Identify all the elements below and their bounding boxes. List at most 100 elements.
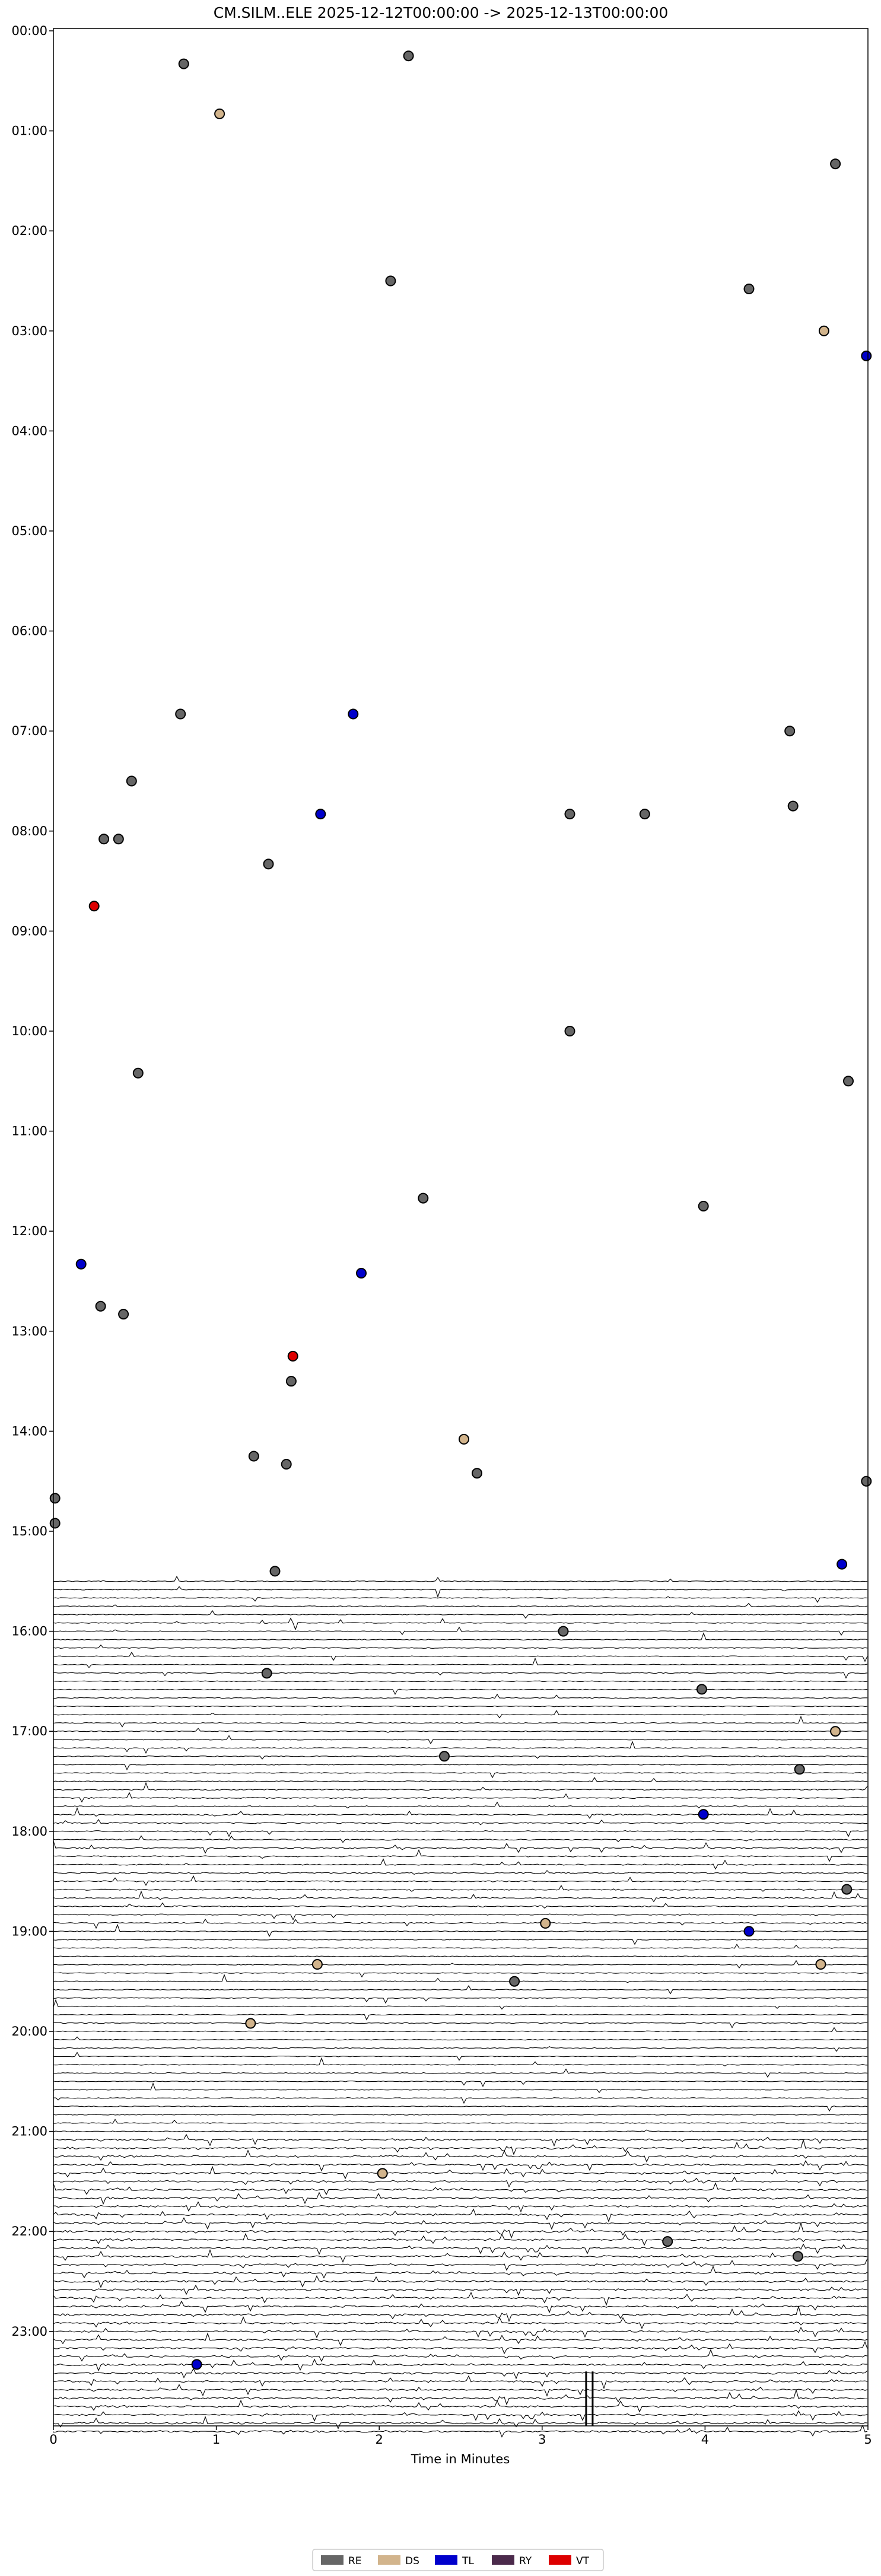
legend-label-vt: VT [576,2555,590,2567]
event-marker-re [558,1626,569,1637]
event-marker-tl [837,1559,848,1570]
waveform-trace [53,1680,868,1683]
x-tick-label: 5 [864,2432,872,2447]
waveform-trace [53,1875,868,1886]
waveform-trace [53,2300,868,2314]
waveform-trace [53,2389,867,2406]
waveform-trace [53,1972,868,1978]
x-tick-label: 4 [701,2432,709,2447]
event-marker-re [403,50,414,62]
legend-label-ry: RY [519,2555,532,2567]
waveform-trace [53,1777,867,1782]
waveform-trace [53,2291,868,2306]
waveform-trace [53,2176,868,2188]
waveform-trace [53,2341,868,2355]
y-tick-label: 04:00 [11,424,47,438]
y-tick-label: 00:00 [11,24,47,38]
y-tick-label: 03:00 [11,324,47,338]
waveform-trace [53,1688,868,1695]
event-marker-re [794,1764,805,1775]
waveform-trace [53,2192,868,2205]
waveform-trace [53,1913,868,1920]
waveform-trace [53,2258,868,2271]
waveform-trace [53,2022,868,2028]
waveform-trace [53,1586,868,1598]
y-tick-label: 02:00 [11,224,47,238]
waveform-trace [53,2106,868,2112]
waveform-trace [53,1999,868,2010]
waveform-trace [53,1672,868,1679]
waveform-trace [53,1617,868,1631]
waveform-trace [53,2410,868,2422]
waveform-trace [53,1960,868,1969]
event-marker-tl [75,1258,87,1270]
event-marker-re [564,809,575,820]
waveform-trace [53,1710,868,1719]
waveform-trace [53,2249,868,2263]
legend-label-re: RE [348,2555,362,2567]
event-marker-re [743,284,755,294]
waveform-trace [53,2201,868,2213]
y-tick-label: 10:00 [11,1024,47,1038]
waveform-trace [53,1756,867,1760]
legend-swatch-re [321,2555,344,2565]
event-marker-re [472,1468,482,1479]
waveform-trace [53,2114,867,2116]
x-axis-label: Time in Minutes [411,2452,510,2466]
waveform-trace [53,1807,868,1819]
event-marker-ds [540,1917,551,1929]
waveform-trace [53,2097,867,2104]
event-marker-re [132,1067,144,1079]
waveform-trace [53,2399,868,2413]
waveform-trace [53,1841,868,1854]
waveform-trace [53,1596,868,1603]
event-marker-re [175,708,186,720]
event-marker-tl [191,2359,202,2370]
waveform-trace [53,1944,868,1949]
event-marker-ds [214,108,225,119]
waveform-trace [53,2232,868,2246]
chart-title: CM.SILM..ELE 2025-12-12T00:00:00 -> 2025… [214,4,669,21]
waveform-trace [53,2160,868,2172]
y-tick-label: 14:00 [11,1424,47,1438]
event-marker-tl [698,1809,709,1820]
legend-label-ds: DS [405,2555,419,2567]
waveform-trace [53,1764,867,1771]
waveform-trace [53,2284,868,2296]
event-marker-vt [287,1350,298,1362]
event-marker-ds [818,325,829,336]
event-marker-re [861,1475,872,1487]
event-marker-re [841,1884,853,1895]
legend-swatch-ds [378,2555,400,2565]
waveform-trace [53,1858,868,1870]
legend-swatch-ry [492,2555,514,2565]
x-tick-label: 2 [376,2432,383,2447]
waveform-trace [53,1918,868,1929]
event-marker-ds [830,1726,841,1737]
waveform-trace [53,2305,868,2322]
event-marker-re [418,1192,429,1204]
waveform-trace [53,2384,868,2397]
y-tick-label: 06:00 [11,624,47,638]
waveform-trace [53,1735,868,1745]
waveform-trace [53,2208,868,2223]
event-marker-re [118,1309,129,1320]
y-tick-label: 16:00 [11,1624,47,1639]
event-marker-re [784,726,796,737]
waveform-trace [53,1602,868,1607]
event-marker-re [95,1300,106,1312]
event-marker-tl [315,809,326,820]
event-marker-re [787,800,799,812]
y-tick-label: 09:00 [11,924,47,938]
waveform-trace [53,1818,868,1826]
waveform-traces [53,1575,868,2438]
event-marker-re [261,1668,272,1679]
waveform-trace [53,1830,867,1837]
waveform-trace [53,1632,868,1641]
waveform-trace [53,2080,868,2087]
event-marker-re [49,1518,61,1529]
event-marker-re [178,58,189,69]
waveform-trace [53,2332,868,2346]
y-tick-label: 18:00 [11,1824,47,1839]
